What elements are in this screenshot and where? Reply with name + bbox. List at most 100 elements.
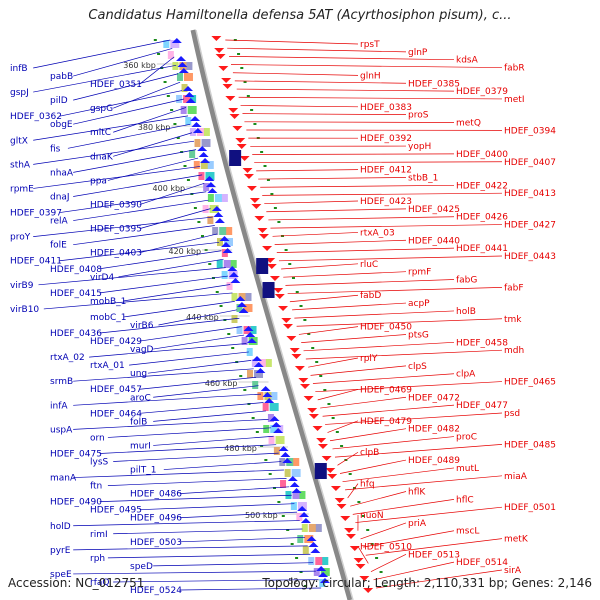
right-gene-label[interactable]: sirA [504,566,522,576]
right-gene-label[interactable]: HDEF_0469 [360,385,412,395]
right-gene-label[interactable]: HDEF_0422 [456,181,508,191]
right-gene-label[interactable]: ptsG [408,330,429,340]
left-gene-label[interactable]: mobC_1 [90,313,127,323]
left-gene-label[interactable]: folB [130,417,147,427]
right-gene-label[interactable]: fabR [504,64,525,74]
left-gene-label[interactable]: ung [130,369,147,379]
right-gene-label[interactable]: acpP [408,299,430,309]
left-gene-label[interactable]: orn [90,433,105,443]
left-gene-label[interactable]: HDEF_0524 [130,586,182,596]
left-gene-label[interactable]: obgE [50,120,73,130]
left-gene-label[interactable]: pabB [50,72,73,82]
left-gene-label[interactable]: nhaA [50,168,74,178]
left-gene-label[interactable]: mobB_1 [90,297,126,307]
left-gene-label[interactable]: rfaQ [90,578,109,588]
right-gene-label[interactable]: HDEF_0458 [456,338,508,348]
left-gene-label[interactable]: HDEF_0351 [90,80,142,90]
left-gene-label[interactable]: HDEF_0503 [130,538,182,548]
right-gene-label[interactable]: hflC [456,495,474,505]
left-gene-label[interactable]: rtxA_02 [50,353,85,363]
right-gene-label[interactable]: fabF [504,283,524,293]
right-gene-label[interactable]: HDEF_0385 [408,79,460,89]
left-gene-label[interactable]: relA [50,217,69,227]
right-gene-label[interactable]: HDEF_0407 [504,158,556,168]
left-gene-label[interactable]: rtxA_01 [90,361,125,371]
right-gene-label[interactable]: HDEF_0489 [408,456,460,466]
right-gene-label[interactable]: nuoN [360,511,384,521]
right-gene-label[interactable]: HDEF_0413 [504,189,556,199]
left-gene-label[interactable]: mltC [90,128,111,138]
right-gene-label[interactable]: HDEF_0423 [360,197,412,207]
left-gene-label[interactable]: HDEF_0429 [90,337,142,347]
right-gene-label[interactable]: mdh [504,346,524,356]
right-gene-label[interactable]: HDEF_0427 [504,221,556,231]
left-gene-label[interactable]: gspJ [10,88,29,98]
right-gene-label[interactable]: miaA [504,472,528,482]
left-gene-label[interactable]: HDEF_0408 [50,265,102,275]
right-gene-label[interactable]: stbB_1 [408,173,438,183]
left-gene-label[interactable]: vagD [130,345,154,355]
left-gene-label[interactable]: srmB [50,377,73,387]
right-gene-label[interactable]: proS [408,111,429,121]
left-gene-label[interactable]: HDEF_0397 [10,209,62,219]
right-gene-label[interactable]: HDEF_0412 [360,166,412,176]
left-gene-label[interactable]: HDEF_0495 [90,506,142,516]
right-gene-label[interactable]: fabD [360,291,381,301]
left-gene-label[interactable]: rimI [90,530,108,540]
right-gene-label[interactable]: psd [504,409,520,419]
right-gene-label[interactable]: clpS [408,362,427,372]
right-gene-label[interactable]: priA [408,519,427,529]
left-gene-label[interactable]: infA [50,401,68,411]
left-gene-label[interactable]: HDEF_0436 [50,329,102,339]
left-gene-label[interactable]: lysS [90,458,109,468]
right-gene-label[interactable]: HDEF_0472 [408,393,460,403]
left-gene-label[interactable]: pilT_1 [130,466,156,476]
left-gene-label[interactable]: gspG [90,104,113,114]
right-gene-label[interactable]: HDEF_0379 [456,87,508,97]
left-gene-label[interactable]: HDEF_0464 [90,409,142,419]
left-gene-label[interactable]: rph [90,554,105,564]
left-gene-label[interactable]: uspA [50,425,73,435]
right-gene-label[interactable]: rpmF [408,268,431,278]
right-gene-label[interactable]: hfq [360,480,375,490]
right-gene-label[interactable]: HDEF_0485 [504,440,556,450]
left-gene-label[interactable]: sthA [10,160,31,170]
left-gene-label[interactable]: HDEF_0457 [90,385,142,395]
left-gene-label[interactable]: speE [50,570,72,580]
left-gene-label[interactable]: HDEF_0475 [50,449,102,459]
right-gene-label[interactable]: HDEF_0450 [360,323,412,333]
left-gene-label[interactable]: rpmE [10,184,34,194]
right-gene-label[interactable]: HDEF_0441 [456,244,508,254]
left-gene-label[interactable]: holD [50,522,71,532]
left-gene-label[interactable]: folE [50,241,67,251]
left-gene-label[interactable]: HDEF_0490 [50,498,102,508]
right-gene-label[interactable]: glnP [408,48,428,58]
left-gene-label[interactable]: HDEF_0411 [10,257,62,267]
right-gene-label[interactable]: holB [456,307,476,317]
left-gene-label[interactable]: HDEF_0486 [130,490,182,500]
left-gene-label[interactable]: HDEF_0390 [90,201,142,211]
right-gene-label[interactable]: HDEF_0443 [504,252,556,262]
left-gene-label[interactable]: manA [50,474,77,484]
left-gene-label[interactable]: HDEF_0415 [50,289,102,299]
right-gene-label[interactable]: HDEF_0479 [360,417,412,427]
right-gene-label[interactable]: rpsT [360,40,380,50]
right-gene-label[interactable]: proC [456,433,477,443]
left-gene-label[interactable]: fis [50,144,61,154]
left-gene-label[interactable]: murI [130,441,151,451]
left-gene-label[interactable]: HDEF_0403 [90,249,142,259]
right-gene-label[interactable]: HDEF_0501 [504,503,556,513]
right-gene-label[interactable]: HDEF_0513 [408,550,460,560]
right-gene-label[interactable]: HDEF_0392 [360,134,412,144]
right-gene-label[interactable]: HDEF_0426 [456,213,508,223]
left-gene-label[interactable]: virD4 [90,273,114,283]
left-gene-label[interactable]: HDEF_0395 [90,225,142,235]
left-gene-label[interactable]: ppa [90,176,107,186]
right-gene-label[interactable]: rtxA_03 [360,228,395,238]
left-gene-label[interactable]: gltX [10,136,28,146]
right-gene-label[interactable]: HDEF_0514 [456,558,508,568]
left-gene-label[interactable]: HDEF_0362 [10,112,62,122]
left-gene-label[interactable]: infB [10,64,28,74]
right-gene-label[interactable]: HDEF_0477 [456,401,508,411]
